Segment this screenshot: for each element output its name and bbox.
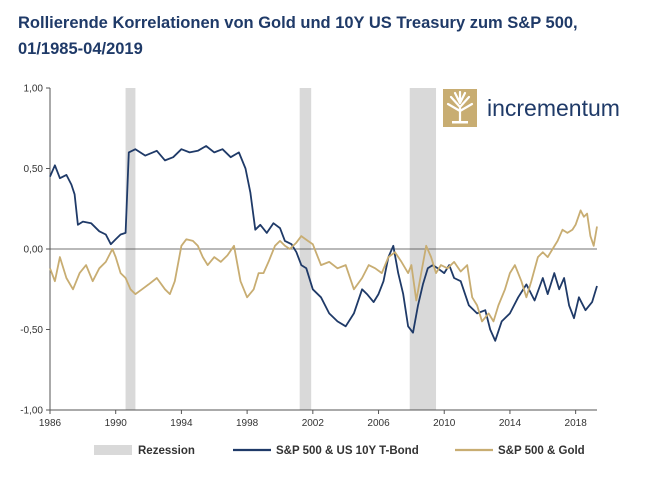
y-tick-label: 1,00	[24, 84, 44, 95]
legend-swatch-recession	[94, 445, 132, 455]
x-tick-label: 1994	[170, 418, 193, 429]
legend-label-recession: Rezession	[138, 445, 195, 457]
series-line-gold	[49, 209, 598, 323]
x-tick-label: 1986	[39, 418, 62, 429]
x-tick-label: 2010	[433, 418, 456, 429]
legend-label-gold: S&P 500 & Gold	[498, 445, 585, 457]
x-tick-label: 2002	[302, 418, 325, 429]
series-lines	[49, 145, 598, 342]
brand-name: incrementum	[487, 95, 620, 121]
x-tick-label: 1990	[105, 418, 128, 429]
series-line-bond	[49, 145, 598, 342]
y-tick-label: -1,00	[20, 406, 43, 417]
legend: Rezession S&P 500 & US 10Y T-Bond S&P 50…	[94, 445, 585, 457]
y-tick-label: -0,50	[20, 325, 43, 336]
tree-icon	[446, 90, 474, 124]
tree-base	[452, 121, 468, 124]
chart-title: Rollierende Korrelationen von Gold und 1…	[18, 10, 638, 62]
incrementum-logo: incrementum	[443, 89, 620, 127]
title-line-1: Rollierende Korrelationen von Gold und 1…	[18, 14, 578, 32]
x-tick-label: 2006	[367, 418, 390, 429]
x-tick-label: 2014	[499, 418, 522, 429]
legend-label-bond: S&P 500 & US 10Y T-Bond	[276, 445, 419, 457]
title-line-2: 01/1985-04/2019	[18, 40, 143, 58]
x-tick-label: 1998	[236, 418, 259, 429]
x-tick-label: 2018	[565, 418, 588, 429]
y-tick-label: 0,50	[24, 164, 44, 175]
y-tick-label: 0,00	[24, 245, 44, 256]
